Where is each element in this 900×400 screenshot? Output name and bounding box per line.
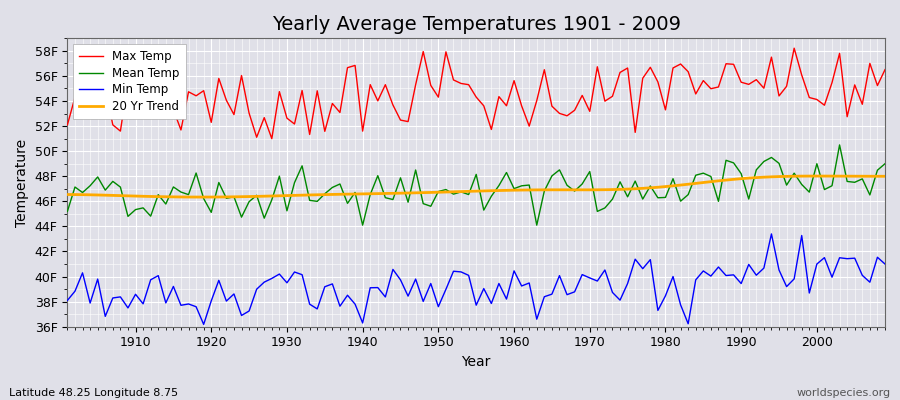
Y-axis label: Temperature: Temperature [15, 138, 29, 226]
Max Temp [297, 88, 308, 93]
Mean Temp [517, 184, 527, 188]
20 Yr Trend [297, 193, 308, 198]
Mean Temp [335, 182, 346, 186]
X-axis label: Year: Year [462, 355, 490, 369]
Min Temp [297, 272, 308, 277]
Max Temp [266, 136, 277, 141]
20 Yr Trend [342, 192, 353, 196]
Mean Temp [62, 209, 73, 214]
20 Yr Trend [62, 192, 73, 197]
Line: Mean Temp: Mean Temp [68, 145, 885, 225]
Max Temp [62, 122, 73, 127]
Max Temp [608, 94, 618, 99]
Min Temp [508, 268, 519, 273]
Line: Max Temp: Max Temp [68, 48, 885, 139]
Title: Yearly Average Temperatures 1901 - 2009: Yearly Average Temperatures 1901 - 2009 [272, 15, 680, 34]
Legend: Max Temp, Mean Temp, Min Temp, 20 Yr Trend: Max Temp, Mean Temp, Min Temp, 20 Yr Tre… [73, 44, 185, 119]
Min Temp [62, 298, 73, 303]
Max Temp [879, 67, 890, 72]
Mean Temp [508, 186, 519, 191]
20 Yr Trend [879, 174, 890, 179]
Line: Min Temp: Min Temp [68, 234, 885, 324]
Min Temp [198, 322, 209, 327]
Mean Temp [834, 142, 845, 147]
Min Temp [608, 290, 618, 295]
Min Temp [879, 262, 890, 266]
Mean Temp [122, 214, 133, 219]
Min Temp [122, 306, 133, 310]
20 Yr Trend [198, 195, 209, 200]
Min Temp [342, 293, 353, 298]
Min Temp [766, 232, 777, 236]
Mean Temp [608, 197, 618, 202]
Mean Temp [289, 180, 300, 185]
20 Yr Trend [508, 188, 519, 192]
20 Yr Trend [608, 187, 618, 192]
Min Temp [517, 284, 527, 288]
20 Yr Trend [812, 174, 823, 178]
Max Temp [122, 79, 133, 84]
20 Yr Trend [122, 194, 133, 198]
Max Temp [788, 46, 799, 50]
20 Yr Trend [517, 188, 527, 192]
Max Temp [342, 65, 353, 70]
Mean Temp [879, 161, 890, 166]
Text: worldspecies.org: worldspecies.org [796, 388, 891, 398]
Max Temp [517, 104, 527, 108]
Line: 20 Yr Trend: 20 Yr Trend [68, 176, 885, 197]
Mean Temp [357, 223, 368, 228]
Text: Latitude 48.25 Longitude 8.75: Latitude 48.25 Longitude 8.75 [9, 388, 178, 398]
Max Temp [508, 78, 519, 83]
